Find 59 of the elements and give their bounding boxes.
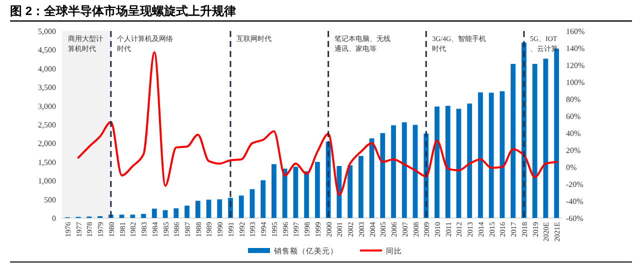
bar	[130, 214, 136, 218]
bar	[532, 64, 538, 218]
bar	[380, 133, 386, 218]
bar	[141, 214, 146, 218]
bar	[293, 166, 298, 218]
bar	[314, 162, 320, 218]
y-tick-label: 5,000	[38, 27, 56, 36]
y2-tick-label: -60%	[566, 214, 584, 223]
y-tick-label: 500	[44, 195, 56, 204]
y2-tick-label: 80%	[566, 95, 581, 104]
bar	[434, 106, 440, 218]
y2-tick-label: -20%	[566, 180, 584, 189]
bar	[282, 168, 288, 218]
line-series	[77, 51, 558, 196]
bar	[348, 165, 352, 218]
bar	[543, 58, 548, 218]
y2-tick-label: 0%	[566, 163, 577, 172]
bar	[174, 208, 179, 218]
y-tick-label: 2,500	[38, 120, 56, 130]
y2-tick-label: 120%	[566, 61, 585, 70]
y2-tick-label: -40%	[566, 197, 584, 206]
y-tick-label: 0	[52, 214, 56, 223]
bar	[478, 92, 483, 218]
bar	[391, 125, 396, 218]
bar	[195, 200, 200, 218]
y2-tick-label: 20%	[566, 146, 581, 155]
bar	[238, 196, 244, 218]
y2-tick-label: 140%	[566, 44, 585, 53]
bar	[217, 199, 222, 218]
y-tick-label: 1,500	[38, 158, 56, 167]
bar	[304, 171, 310, 218]
bar	[510, 64, 516, 218]
y-tick-label: 1,000	[38, 176, 56, 186]
bar	[412, 124, 418, 218]
bar	[500, 91, 505, 218]
bar	[456, 108, 462, 218]
bar	[119, 214, 124, 218]
bar	[358, 156, 364, 218]
y2-tick-label: 100%	[566, 78, 585, 87]
y-tick-label: 3,000	[38, 102, 56, 111]
bar	[162, 210, 168, 218]
bar	[272, 164, 276, 218]
chart-title: 图 2：全球半导体市场呈现螺旋式上升规律	[10, 4, 236, 18]
bar	[488, 92, 494, 218]
bar	[445, 106, 450, 218]
y-tick-label: 2,000	[38, 139, 56, 148]
y-tick-label: 3,500	[38, 83, 56, 92]
y2-tick-label: 40%	[566, 129, 581, 138]
bar	[206, 200, 212, 218]
y2-tick-label: 60%	[566, 112, 581, 121]
bar	[184, 206, 190, 218]
bar	[152, 208, 157, 218]
y-tick-label: 4,000	[38, 64, 56, 74]
bar	[260, 180, 266, 218]
bar	[250, 189, 255, 218]
bar	[402, 122, 407, 218]
bar	[467, 104, 472, 218]
y-tick-label: 4,500	[38, 46, 56, 55]
y2-tick-label: 160%	[566, 27, 585, 36]
